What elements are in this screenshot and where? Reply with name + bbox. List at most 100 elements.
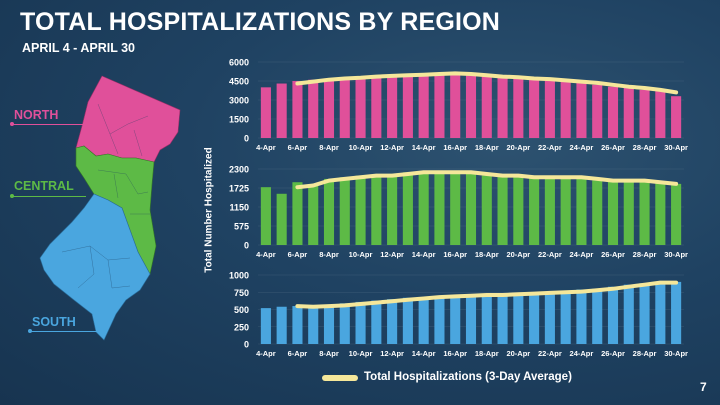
north-bar [560,81,571,138]
central-bar [529,177,540,245]
central-x-tick-label: 12-Apr [380,250,404,259]
south-bar [576,289,587,344]
south-bar [544,292,555,344]
central-y-tick-label: 575 [234,222,249,232]
central-region-label: CENTRAL [14,179,74,193]
north-x-tick-label: 22-Apr [538,143,562,152]
page-number: 7 [700,380,707,394]
south-bar [418,297,429,344]
central-bar [260,187,271,245]
south-bar [560,291,571,344]
north-x-tick-label: 20-Apr [506,143,530,152]
central-bar [497,175,508,245]
central-bar [655,182,666,245]
central-x-tick-label: 4-Apr [256,250,276,259]
south-bar [513,293,524,344]
north-bar [418,74,429,138]
south-chart: 0 250 500 750 1000 4-Apr 6-Apr 8-Apr 10-Apr 12-Ap… [229,271,688,359]
south-x-tick-label: 14-Apr [412,349,436,358]
north-y-tick-label: 0 [244,134,249,144]
north-bar [655,91,666,138]
central-x-tick-label: 28-Apr [633,250,657,259]
north-pointer-line [12,124,90,125]
south-y-tick-label: 500 [234,305,249,315]
north-y-tick-label: 4500 [229,77,249,87]
south-bar [292,306,303,344]
north-x-tick-label: 12-Apr [380,143,404,152]
south-x-tick-label: 12-Apr [380,349,404,358]
north-3day-average-line [295,71,679,95]
central-bar [292,182,303,245]
north-bar [371,75,382,138]
north-bar [292,81,303,138]
north-bar [276,83,287,138]
south-x-tick-label: 6-Apr [288,349,308,358]
central-chart: 0 575 1150 1725 2300 4-Apr 6-Apr 8-Apr 10-Apr 12-… [229,165,688,260]
south-bar [371,300,382,344]
north-bar [323,78,335,138]
central-bar [450,172,461,245]
north-y-tick-label: 6000 [229,58,249,68]
central-bar [607,180,619,245]
slide-title: TOTAL HOSPITALIZATIONS BY REGION [20,8,501,36]
south-bar [623,284,634,344]
south-y-tick-label: 0 [244,340,249,350]
south-x-tick-label: 16-Apr [443,349,467,358]
central-x-tick-label: 6-Apr [288,250,308,259]
central-bar [355,175,366,245]
north-bar [671,96,682,138]
north-x-tick-label: 16-Apr [443,143,467,152]
central-bar [323,178,335,245]
south-x-tick-label: 8-Apr [319,349,339,358]
central-bar [465,173,477,245]
north-bar [576,82,587,138]
central-x-tick-label: 30-Apr [664,250,688,259]
central-x-tick-label: 10-Apr [349,250,373,259]
north-y-tick-label: 3000 [229,96,249,106]
north-chart: 0 1500 3000 4500 6000 4-Apr 6-Apr 8-Apr 10-Apr 12… [229,58,688,153]
north-pointer-dot [10,122,14,126]
county-lines [61,103,150,289]
central-x-tick-label: 24-Apr [570,250,594,259]
central-x-tick-label: 14-Apr [412,250,436,259]
central-x-tick-label: 8-Apr [319,250,339,259]
north-x-tick-label: 8-Apr [319,143,339,152]
north-bar [607,86,619,138]
south-bar [465,295,477,344]
central-bar [308,185,319,245]
north-x-tick-label: 24-Apr [570,143,594,152]
central-bar [434,170,445,245]
central-bar [639,182,650,245]
south-x-tick-label: 24-Apr [570,349,594,358]
south-bar [655,281,666,344]
central-bar [576,178,587,245]
north-bar [544,80,555,138]
central-bar [276,193,287,245]
south-bar [339,303,350,344]
date-range-subtitle: APRIL 4 - APRIL 30 [22,41,135,55]
north-bar [402,74,413,138]
south-bar [671,281,682,344]
north-bar [639,89,650,138]
north-x-tick-label: 28-Apr [633,143,657,152]
north-bar [592,84,603,138]
north-x-tick-label: 4-Apr [256,143,276,152]
central-pointer-dot [10,194,14,198]
south-bar [308,305,319,344]
central-bar [371,175,382,245]
central-bar [387,173,398,245]
south-x-tick-label: 10-Apr [349,349,373,358]
central-bar [513,177,524,245]
south-region-label: SOUTH [32,315,76,329]
north-bar [339,77,350,138]
south-x-tick-label: 22-Apr [538,349,562,358]
legend-swatch-3day-average [322,375,358,381]
south-x-tick-label: 18-Apr [475,349,499,358]
south-bar [592,288,603,344]
south-bar [387,299,398,344]
south-bar [639,283,650,344]
central-x-tick-label: 20-Apr [506,250,530,259]
north-bar [513,78,524,138]
south-region-shape [39,193,151,341]
